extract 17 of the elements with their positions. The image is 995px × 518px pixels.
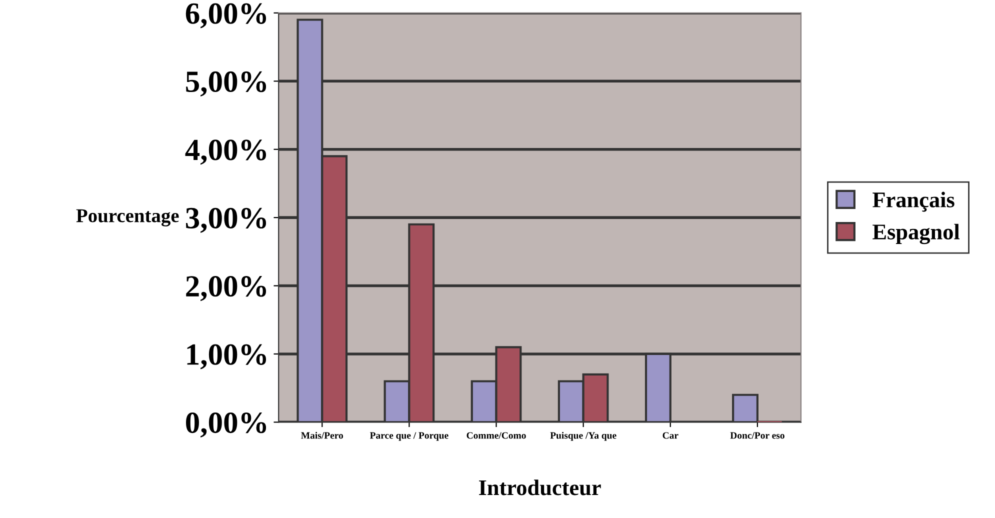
legend-label: Espagnol bbox=[872, 224, 960, 244]
y-tick-label: 0,00% bbox=[186, 412, 266, 438]
x-axis-title: Introducteur bbox=[479, 480, 601, 496]
legend-label: Français bbox=[872, 192, 954, 212]
x-tick-label: Donc/Por eso bbox=[730, 432, 784, 439]
y-tick-label: 5,00% bbox=[186, 71, 266, 96]
x-tick-label: Parce que / Porque bbox=[370, 432, 448, 441]
y-tick-label: 2,00% bbox=[186, 276, 266, 302]
x-tick-label: Comme/Como bbox=[466, 432, 526, 439]
y-tick-label: 6,00% bbox=[186, 3, 266, 28]
y-tick-label: 4,00% bbox=[185, 140, 266, 165]
y-axis-title: Pourcentage bbox=[76, 209, 179, 226]
x-tick-label: Mais/Pero bbox=[301, 432, 343, 439]
y-tick-label: 1,00% bbox=[187, 344, 266, 370]
x-tick-label: Puisque /Ya que bbox=[550, 432, 616, 441]
x-tick-label: Car bbox=[662, 432, 678, 439]
y-tick-label: 3,00% bbox=[186, 208, 266, 233]
